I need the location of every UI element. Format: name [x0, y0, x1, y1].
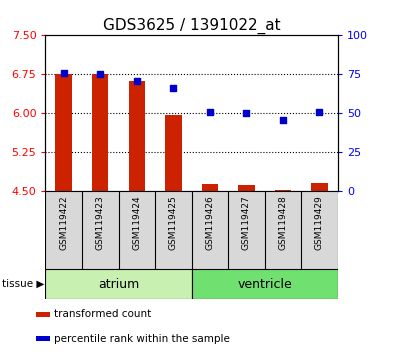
Point	[243, 110, 250, 116]
Bar	[165, 115, 182, 191]
Point	[60, 70, 67, 76]
Text: tissue ▶: tissue ▶	[2, 279, 45, 289]
Point	[207, 109, 213, 115]
Bar	[128, 81, 145, 191]
Point	[280, 117, 286, 122]
Title: GDS3625 / 1391022_at: GDS3625 / 1391022_at	[103, 18, 280, 34]
Bar	[36, 336, 50, 341]
Point	[134, 78, 140, 84]
Text: GSM119425: GSM119425	[169, 195, 178, 250]
Point	[97, 72, 103, 77]
Bar	[55, 74, 72, 191]
Bar	[45, 269, 192, 299]
Bar	[238, 185, 255, 191]
Bar	[192, 269, 338, 299]
Text: percentile rank within the sample: percentile rank within the sample	[54, 333, 230, 344]
Text: GSM119427: GSM119427	[242, 195, 251, 250]
Bar	[311, 183, 328, 191]
Text: ventricle: ventricle	[237, 278, 292, 291]
Text: GSM119429: GSM119429	[315, 195, 324, 250]
Text: GSM119424: GSM119424	[132, 195, 141, 250]
Text: atrium: atrium	[98, 278, 139, 291]
Point	[170, 86, 177, 91]
Bar	[92, 74, 109, 191]
Bar	[201, 184, 218, 191]
Text: transformed count: transformed count	[54, 309, 152, 320]
Bar	[36, 312, 50, 317]
Text: GSM119423: GSM119423	[96, 195, 105, 250]
Text: GSM119428: GSM119428	[278, 195, 288, 250]
Text: GSM119426: GSM119426	[205, 195, 214, 250]
Bar	[275, 190, 291, 191]
Text: GSM119422: GSM119422	[59, 195, 68, 250]
Point	[316, 109, 323, 115]
